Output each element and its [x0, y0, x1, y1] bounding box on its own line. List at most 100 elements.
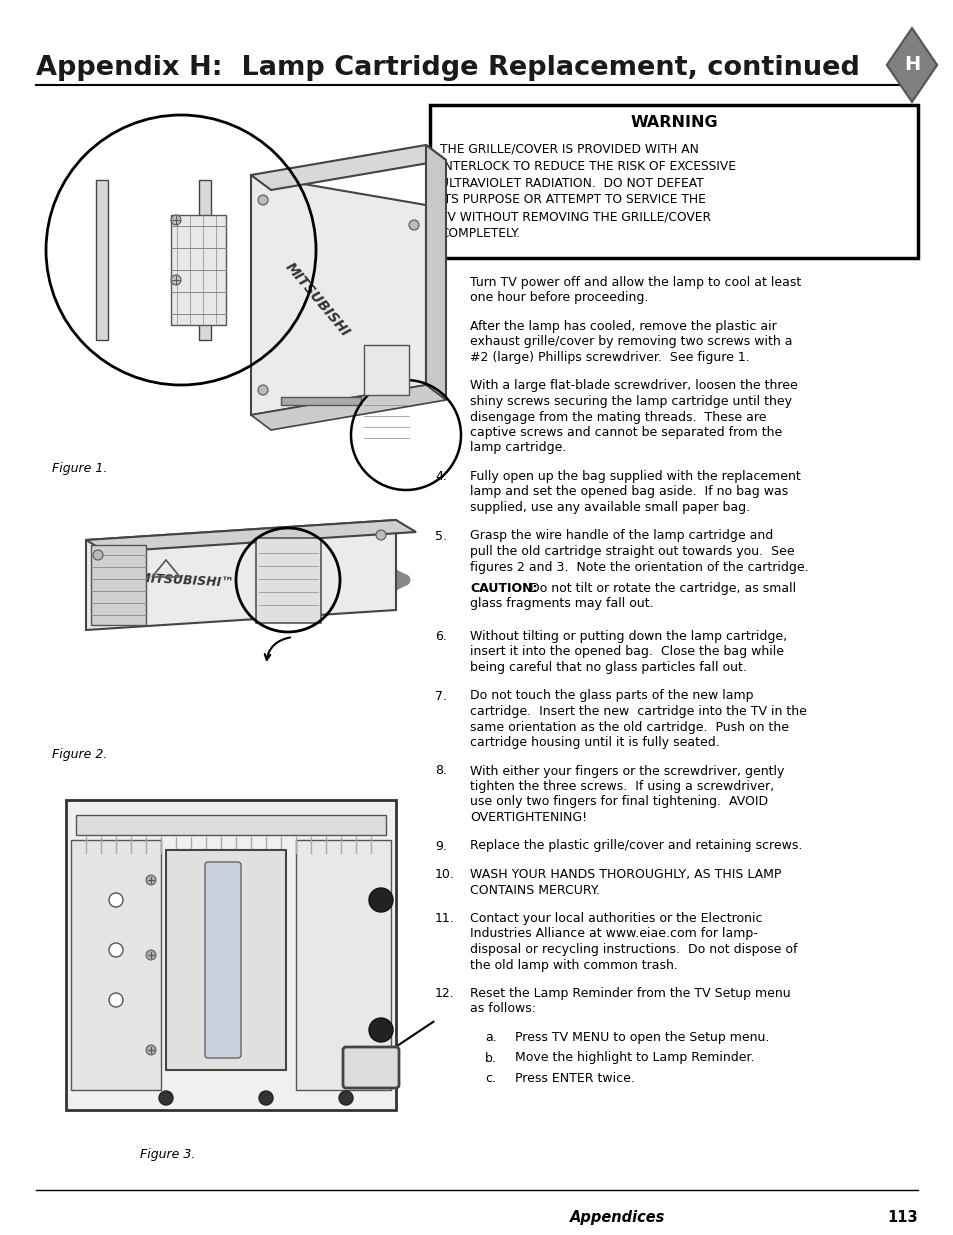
Text: 8.: 8. — [435, 764, 447, 778]
Bar — [430, 105, 917, 258]
Text: THE GRILLE/COVER IS PROVIDED WITH AN: THE GRILLE/COVER IS PROVIDED WITH AN — [439, 143, 699, 156]
Text: 1.: 1. — [435, 275, 446, 289]
Circle shape — [171, 275, 181, 285]
Text: insert it into the opened bag.  Close the bag while: insert it into the opened bag. Close the… — [470, 646, 783, 658]
Text: 2.: 2. — [435, 320, 446, 333]
Text: With either your fingers or the screwdriver, gently: With either your fingers or the screwdri… — [470, 764, 783, 778]
Text: COMPLETELY.: COMPLETELY. — [439, 227, 519, 240]
Circle shape — [375, 530, 386, 540]
Text: OVERTIGHTENING!: OVERTIGHTENING! — [470, 811, 586, 824]
Bar — [364, 345, 409, 395]
Text: b.: b. — [484, 1051, 497, 1065]
Text: H: H — [902, 56, 919, 74]
Text: CAUTION:: CAUTION: — [470, 582, 537, 595]
Circle shape — [257, 195, 268, 205]
Polygon shape — [86, 520, 416, 552]
Circle shape — [257, 385, 268, 395]
Circle shape — [338, 1091, 353, 1105]
Text: cartridge.  Insert the new  cartridge into the TV in the: cartridge. Insert the new cartridge into… — [470, 705, 806, 718]
Text: Industries Alliance at www.eiae.com for lamp-: Industries Alliance at www.eiae.com for … — [470, 927, 757, 941]
Text: glass fragments may fall out.: glass fragments may fall out. — [470, 598, 653, 610]
Text: disengage from the mating threads.  These are: disengage from the mating threads. These… — [470, 410, 765, 424]
Text: shiny screws securing the lamp cartridge until they: shiny screws securing the lamp cartridge… — [470, 395, 791, 408]
Text: one hour before proceeding.: one hour before proceeding. — [470, 291, 648, 305]
Bar — [76, 815, 386, 835]
Text: use only two fingers for final tightening.  AVOID: use only two fingers for final tightenin… — [470, 795, 767, 809]
Text: as follows:: as follows: — [470, 1003, 536, 1015]
Circle shape — [109, 993, 123, 1007]
Text: 6.: 6. — [435, 630, 446, 643]
Text: lamp and set the opened bag aside.  If no bag was: lamp and set the opened bag aside. If no… — [470, 485, 787, 499]
Text: ITS PURPOSE OR ATTEMPT TO SERVICE THE: ITS PURPOSE OR ATTEMPT TO SERVICE THE — [439, 194, 705, 206]
Polygon shape — [251, 385, 446, 430]
Circle shape — [109, 944, 123, 957]
Text: Replace the plastic grille/cover and retaining screws.: Replace the plastic grille/cover and ret… — [470, 840, 801, 852]
Bar — [171, 215, 226, 325]
Text: Contact your local authorities or the Electronic: Contact your local authorities or the El… — [470, 911, 761, 925]
Text: ULTRAVIOLET RADIATION.  DO NOT DEFEAT: ULTRAVIOLET RADIATION. DO NOT DEFEAT — [439, 177, 703, 190]
Circle shape — [92, 550, 103, 559]
Circle shape — [409, 220, 418, 230]
Polygon shape — [426, 144, 446, 400]
Text: a.: a. — [484, 1031, 497, 1044]
Text: MITSUBISHI: MITSUBISHI — [282, 261, 352, 340]
Text: cartridge housing until it is fully seated.: cartridge housing until it is fully seat… — [470, 736, 719, 748]
Text: 9.: 9. — [435, 840, 446, 852]
Text: lamp cartridge.: lamp cartridge. — [470, 441, 566, 454]
Polygon shape — [86, 520, 395, 630]
Bar — [71, 840, 161, 1091]
Text: Turn TV power off and allow the lamp to cool at least: Turn TV power off and allow the lamp to … — [470, 275, 801, 289]
Text: ∆ MITSUBISHI™: ∆ MITSUBISHI™ — [124, 571, 233, 589]
Text: c.: c. — [484, 1072, 496, 1086]
Text: WASH YOUR HANDS THOROUGHLY, AS THIS LAMP: WASH YOUR HANDS THOROUGHLY, AS THIS LAMP — [470, 868, 781, 881]
Text: 4.: 4. — [435, 471, 446, 483]
Text: WARNING: WARNING — [630, 115, 717, 130]
Text: same orientation as the old cartridge.  Push on the: same orientation as the old cartridge. P… — [470, 720, 788, 734]
Text: Fully open up the bag supplied with the replacement: Fully open up the bag supplied with the … — [470, 471, 800, 483]
Text: Move the highlight to Lamp Reminder.: Move the highlight to Lamp Reminder. — [515, 1051, 754, 1065]
Text: Without tilting or putting down the lamp cartridge,: Without tilting or putting down the lamp… — [470, 630, 786, 643]
Text: exhaust grille/cover by removing two screws with a: exhaust grille/cover by removing two scr… — [470, 336, 792, 348]
Text: supplied, use any available small paper bag.: supplied, use any available small paper … — [470, 501, 749, 514]
Text: Press TV MENU to open the Setup menu.: Press TV MENU to open the Setup menu. — [515, 1031, 768, 1044]
Circle shape — [109, 893, 123, 906]
Text: Reset the Lamp Reminder from the TV Setup menu: Reset the Lamp Reminder from the TV Setu… — [470, 987, 790, 1000]
Circle shape — [171, 215, 181, 225]
Bar — [166, 850, 286, 1070]
Polygon shape — [886, 28, 936, 103]
Text: figures 2 and 3.  Note the orientation of the cartridge.: figures 2 and 3. Note the orientation of… — [470, 561, 808, 573]
Bar — [281, 396, 360, 405]
Bar — [96, 180, 108, 340]
Circle shape — [369, 888, 393, 911]
Text: #2 (large) Phillips screwdriver.  See figure 1.: #2 (large) Phillips screwdriver. See fig… — [470, 351, 749, 364]
Text: With a large flat-blade screwdriver, loosen the three: With a large flat-blade screwdriver, loo… — [470, 379, 797, 393]
Text: 5.: 5. — [435, 530, 447, 542]
Text: 12.: 12. — [435, 987, 455, 1000]
Bar — [91, 545, 146, 625]
Text: Press ENTER twice.: Press ENTER twice. — [515, 1072, 634, 1086]
Text: Figure 1.: Figure 1. — [52, 462, 108, 475]
Text: After the lamp has cooled, remove the plastic air: After the lamp has cooled, remove the pl… — [470, 320, 776, 333]
Circle shape — [258, 1091, 273, 1105]
Text: Appendices: Appendices — [569, 1210, 664, 1225]
Text: Do not tilt or rotate the cartridge, as small: Do not tilt or rotate the cartridge, as … — [530, 582, 796, 595]
Text: tighten the three screws.  If using a screwdriver,: tighten the three screws. If using a scr… — [470, 781, 773, 793]
Polygon shape — [251, 175, 426, 415]
Text: 113: 113 — [886, 1210, 917, 1225]
Text: CONTAINS MERCURY.: CONTAINS MERCURY. — [470, 883, 599, 897]
Text: 3.: 3. — [435, 379, 446, 393]
FancyBboxPatch shape — [343, 1047, 398, 1088]
Bar — [295, 840, 391, 1091]
Text: Handle: Handle — [305, 1068, 349, 1081]
Text: being careful that no glass particles fall out.: being careful that no glass particles fa… — [470, 661, 746, 674]
Circle shape — [146, 950, 156, 960]
Bar — [66, 800, 395, 1110]
Text: Grasp the wire handle of the lamp cartridge and: Grasp the wire handle of the lamp cartri… — [470, 530, 773, 542]
FancyBboxPatch shape — [205, 862, 241, 1058]
Text: Do not touch the glass parts of the new lamp: Do not touch the glass parts of the new … — [470, 689, 753, 703]
Circle shape — [146, 876, 156, 885]
Text: Appendix H:  Lamp Cartridge Replacement, continued: Appendix H: Lamp Cartridge Replacement, … — [36, 56, 859, 82]
Text: Figure 2.: Figure 2. — [52, 748, 108, 761]
Text: 7.: 7. — [435, 689, 447, 703]
Text: disposal or recycling instructions.  Do not dispose of: disposal or recycling instructions. Do n… — [470, 944, 797, 956]
